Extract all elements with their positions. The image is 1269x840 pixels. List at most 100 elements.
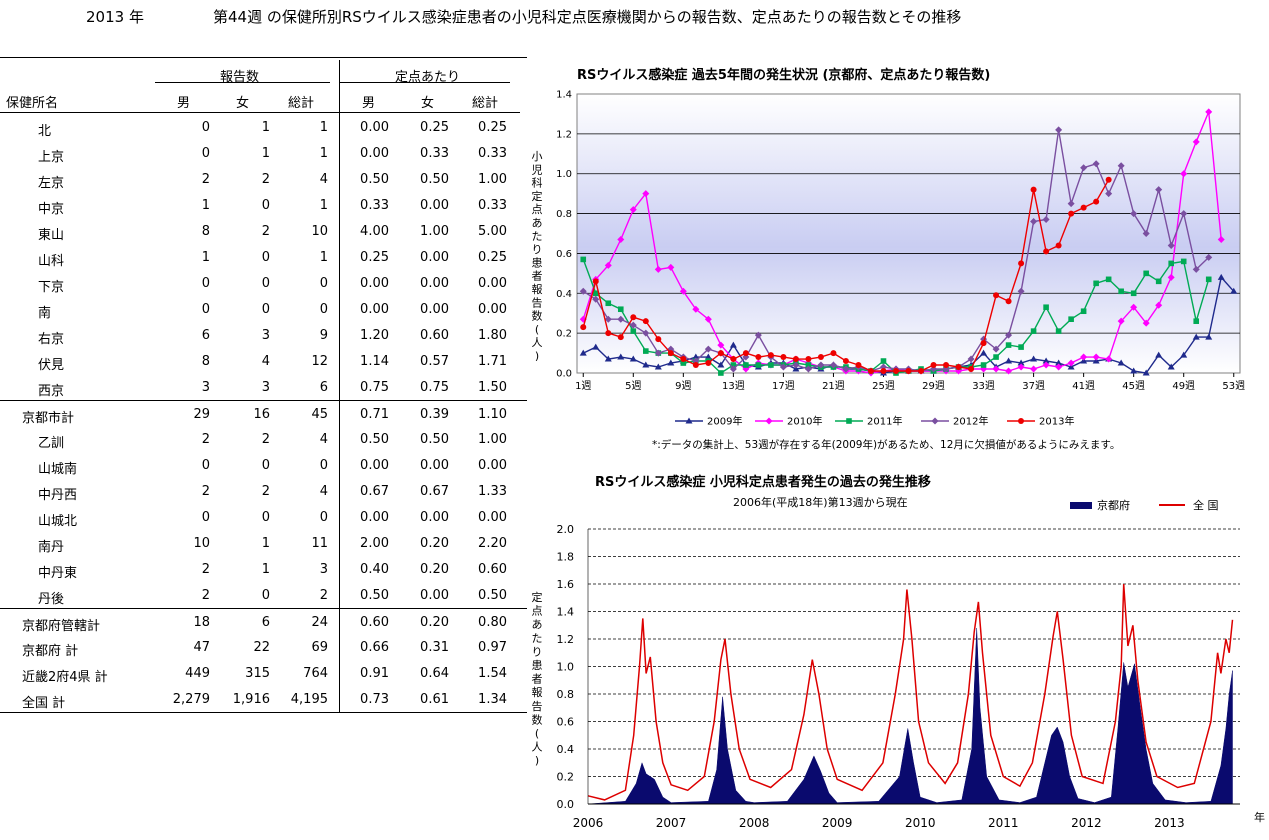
cell-m: 3 [201, 380, 210, 395]
data-point [679, 287, 687, 295]
row-name: 下京 [38, 280, 65, 295]
data-point [1043, 248, 1050, 255]
cell-t: 12 [311, 354, 328, 369]
cell-pt: 1.50 [478, 380, 507, 395]
table-row: 山城北 0 0 0 0.00 0.00 0.00 [0, 504, 527, 530]
data-point [717, 361, 725, 368]
data-point [1043, 304, 1049, 311]
cell-f: 0 [261, 198, 270, 213]
data-point [830, 350, 837, 357]
ylabel-char: ( [535, 727, 539, 740]
cell-pt: 0.33 [478, 146, 507, 161]
title-text: 第44週 の保健所別RSウイルス感染症患者の小児科定点医療機関からの報告数、定点… [213, 8, 962, 26]
chart1-title: RSウイルス感染症 過去5年間の発生状況 (京都府、定点あたり報告数) [577, 67, 990, 83]
data-point [617, 353, 625, 360]
table-row: 下京 0 0 0 0.00 0.00 0.00 [0, 270, 527, 296]
data-point [930, 362, 937, 369]
table-row: 西京 3 3 6 0.75 0.75 1.50 [0, 374, 527, 400]
column-divider [339, 60, 340, 712]
ylabel-char: た [532, 230, 543, 243]
x-tick-label: 2013 [1154, 816, 1185, 830]
data-point [1192, 265, 1200, 273]
data-point [642, 329, 650, 337]
ylabel-char: 科 [532, 176, 543, 190]
data-point [605, 300, 612, 307]
ylabel-char: 報 [532, 686, 543, 699]
data-point [654, 265, 662, 273]
cell-pm: 0.00 [360, 146, 389, 161]
cell-f: 1 [261, 562, 270, 577]
data-point [1030, 186, 1037, 193]
y-tick-label: 0.6 [556, 249, 572, 260]
data-point [667, 263, 675, 271]
data-point [943, 362, 950, 369]
cell-f: 3 [261, 380, 270, 395]
legend-swatch-kyoto [1070, 502, 1092, 509]
cell-pt: 0.97 [478, 640, 507, 655]
ylabel-char: 定 [532, 590, 543, 604]
table-row: 左京 2 2 4 0.50 0.50 1.00 [0, 166, 527, 192]
ylabel-char: 告 [532, 700, 543, 713]
data-point [1093, 198, 1100, 205]
ylabel-char: 患 [532, 659, 543, 672]
data-point [1030, 355, 1038, 362]
table-row: 京都府管轄計 18 6 24 0.60 0.20 0.80 [0, 608, 527, 635]
legend-label: 2009年 [707, 415, 742, 428]
chart-five-year: RSウイルス感染症 過去5年間の発生状況 (京都府、定点あたり報告数) 0.0 0.… [532, 67, 1246, 451]
data-point [1092, 353, 1100, 361]
y-tick-label: 1.2 [556, 129, 572, 140]
col-header-male: 男 [177, 96, 191, 111]
cell-f: 2 [261, 432, 270, 447]
data-point [1042, 357, 1050, 364]
y-tick-label: 2.0 [557, 523, 575, 536]
data-point [680, 356, 687, 363]
cell-pf: 0.00 [420, 458, 449, 473]
data-point [1005, 298, 1012, 305]
group-underline-per-site [340, 82, 510, 83]
cell-f: 2 [261, 224, 270, 239]
cell-t: 4,195 [290, 692, 328, 707]
data-point [1105, 176, 1112, 183]
data-point [792, 356, 799, 363]
ylabel-char: 報 [532, 283, 543, 296]
cell-pm: 0.71 [360, 407, 389, 422]
cell-f: 1 [261, 146, 270, 161]
data-point [829, 361, 837, 369]
cell-m: 2 [201, 432, 210, 447]
table-row: 伏見 8 4 12 1.14 0.57 1.71 [0, 348, 527, 374]
legend-label: 京都府 [1097, 498, 1130, 512]
cell-f: 3 [261, 328, 270, 343]
col-header-total: 総計 [288, 96, 315, 111]
data-point [880, 358, 887, 364]
data-point [717, 341, 725, 349]
top-divider [0, 57, 527, 58]
table-row: 京都市計 29 16 45 0.71 0.39 1.10 [0, 400, 527, 427]
data-point [1217, 273, 1225, 280]
x-tick-label: 37週 [1022, 380, 1045, 392]
cell-t: 0 [319, 510, 328, 525]
data-point [592, 290, 599, 297]
data-point [1192, 138, 1200, 146]
data-point [992, 365, 1000, 373]
data-point [767, 352, 774, 359]
data-point [955, 364, 962, 371]
data-point [692, 305, 700, 313]
ylabel-char: ) [535, 754, 539, 767]
data-point [1217, 235, 1225, 243]
data-point [755, 354, 762, 361]
ylabel-char: 患 [532, 256, 543, 269]
cell-pt: 1.54 [478, 666, 507, 681]
cell-t: 0 [319, 458, 328, 473]
series-line [582, 111, 1222, 374]
data-point [1180, 258, 1187, 265]
data-point [730, 356, 737, 363]
cell-t: 3 [319, 562, 328, 577]
cell-pf: 0.25 [420, 120, 449, 135]
x-tick-label: 5週 [625, 380, 641, 392]
y-tick-label: 0.8 [556, 209, 572, 220]
ylabel-char: あ [532, 217, 543, 230]
cell-m: 1 [201, 198, 210, 213]
cell-t: 69 [311, 640, 328, 655]
cell-pf: 0.67 [420, 484, 449, 499]
cell-t: 1 [319, 250, 328, 265]
